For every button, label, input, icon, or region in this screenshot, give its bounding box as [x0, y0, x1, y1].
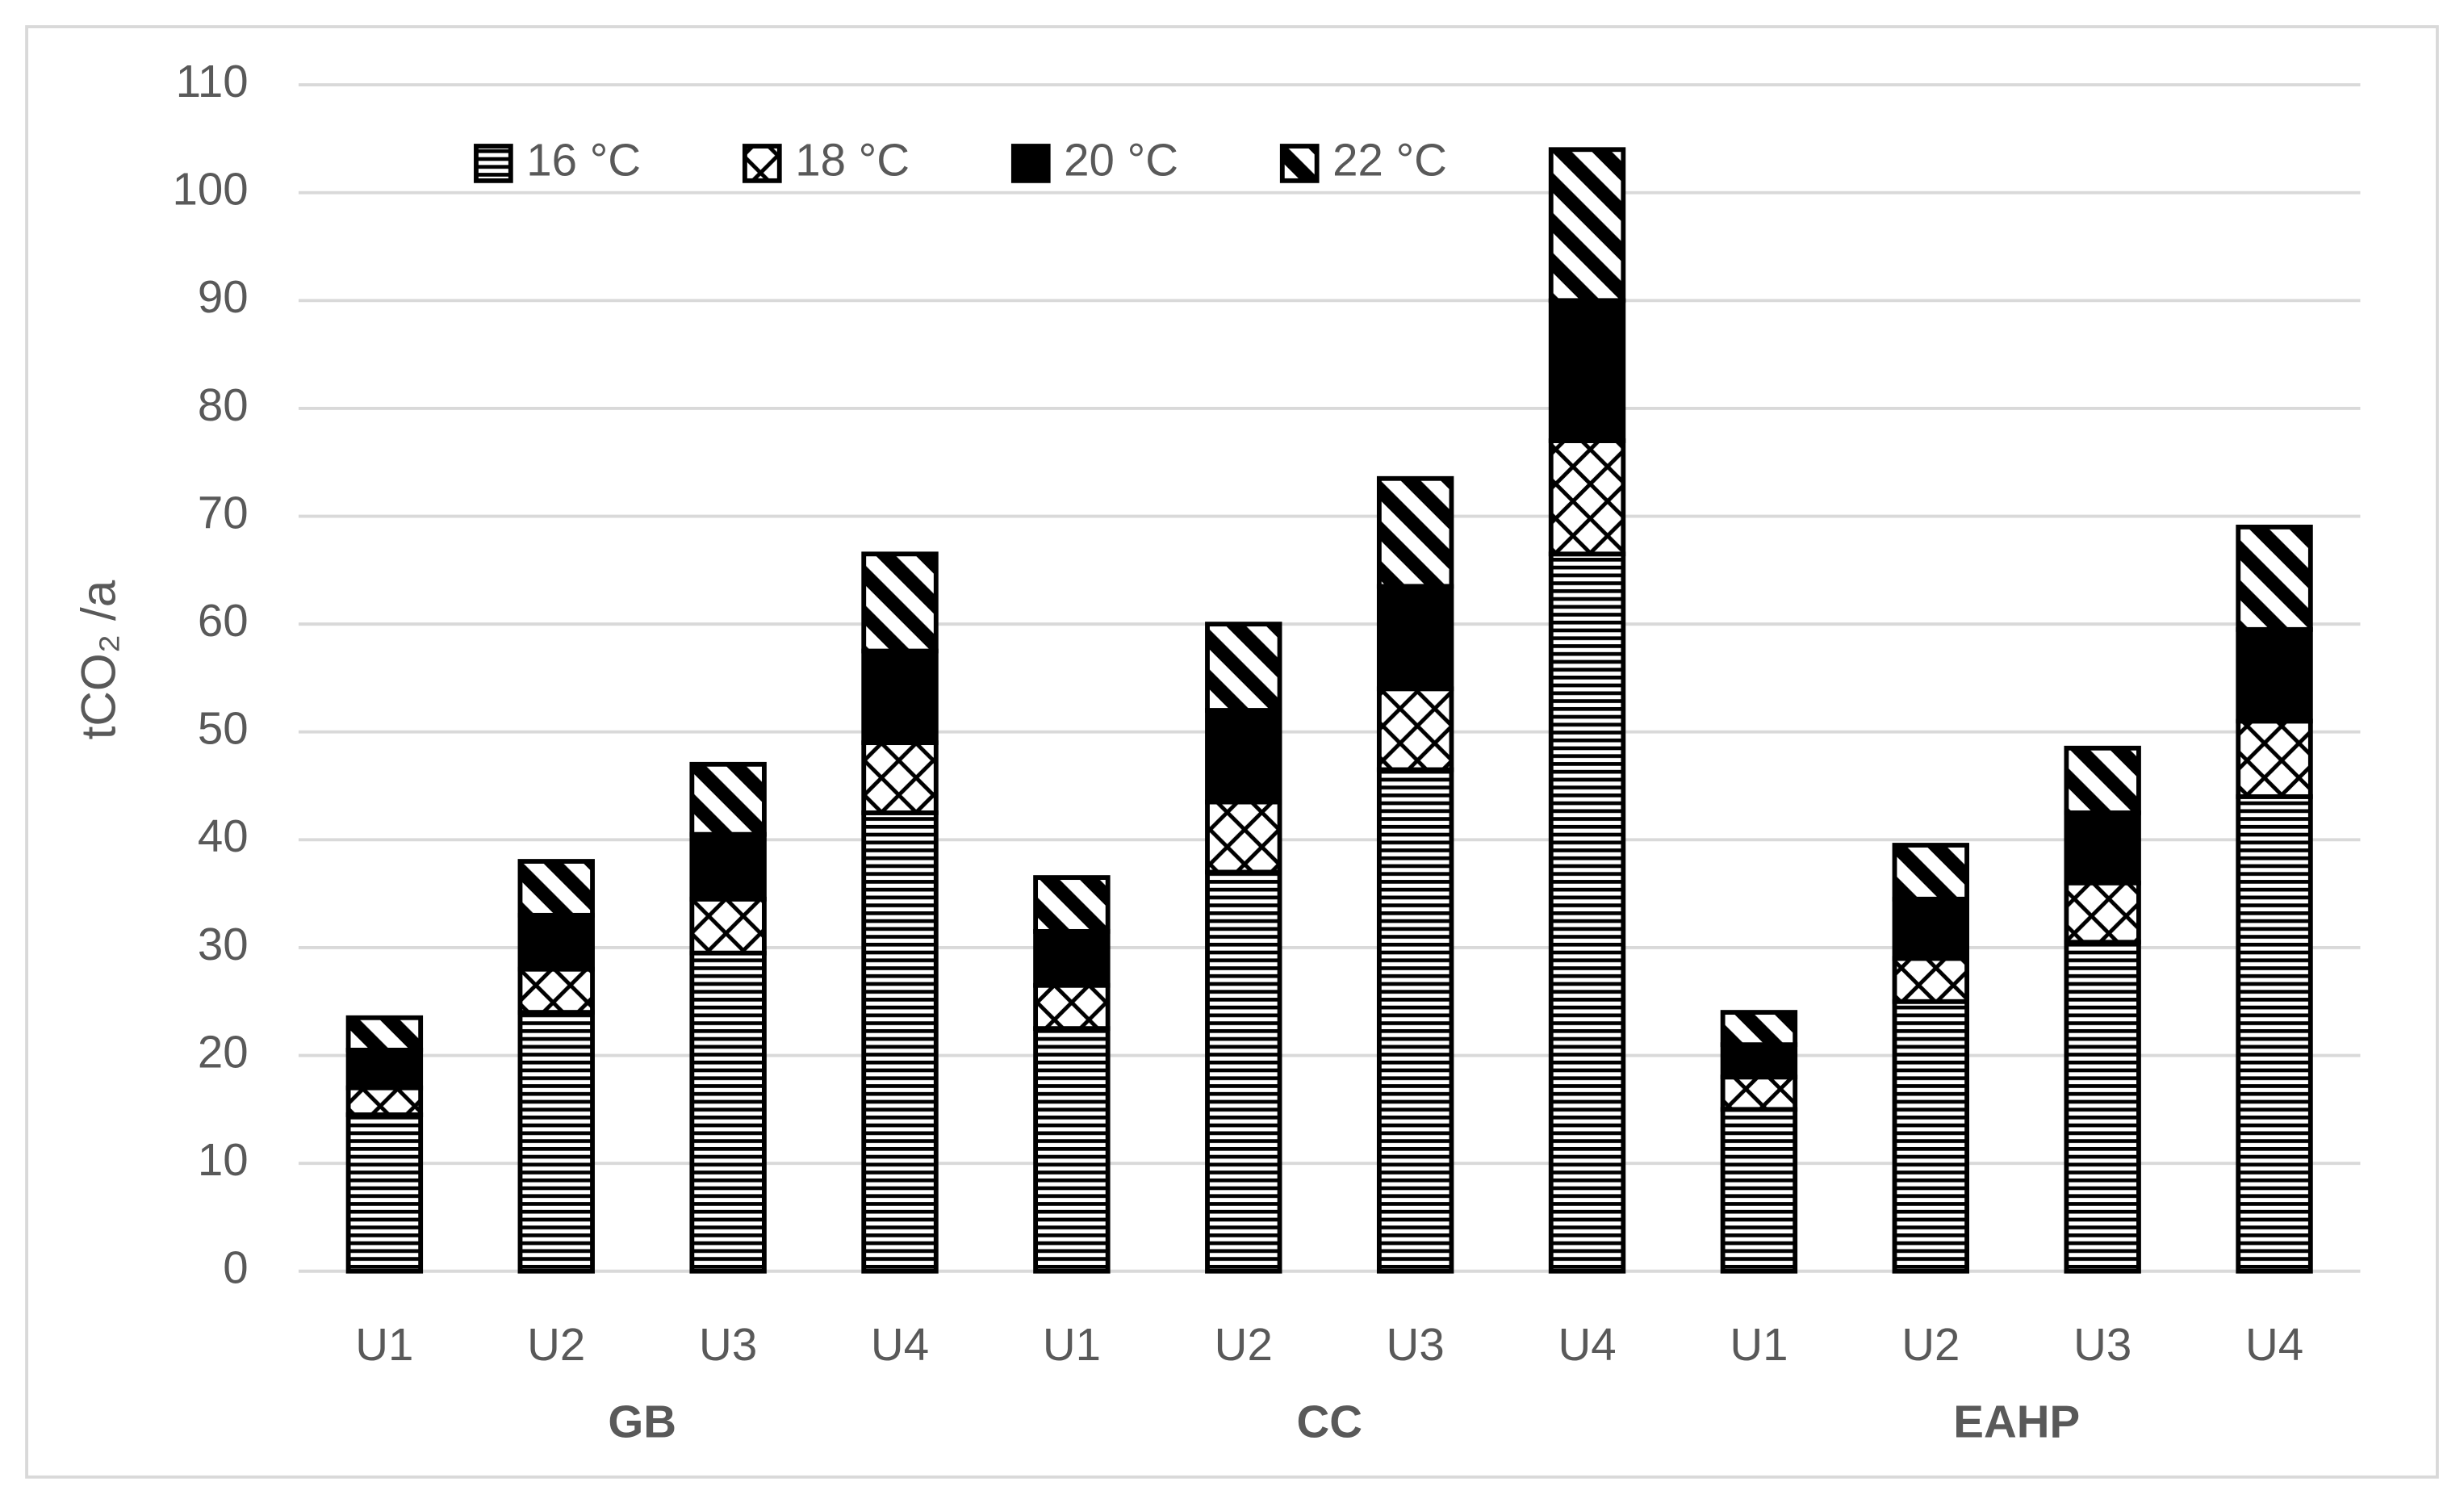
- bar-segment: [1892, 896, 1969, 961]
- bar-segment: [1376, 475, 1454, 589]
- y-tick-label: 70: [198, 487, 249, 538]
- bar-segment: [1720, 1042, 1798, 1080]
- bar-segment: [861, 551, 939, 654]
- bar-segment: [1033, 875, 1111, 934]
- x-tick-label: U1: [1730, 1319, 1788, 1370]
- bar-segment: [517, 859, 595, 918]
- legend-swatch: [1010, 144, 1051, 183]
- bar-segment: [1548, 438, 1626, 557]
- legend-label: 20 °C: [1064, 134, 1178, 185]
- bar-segment: [1720, 1107, 1798, 1274]
- bar-segment: [1892, 999, 1969, 1274]
- x-tick-label: U4: [871, 1319, 929, 1370]
- bar-segment: [689, 831, 767, 902]
- bar-segment: [345, 1015, 424, 1053]
- bar-segment: [345, 1085, 424, 1117]
- y-tick-label: 110: [176, 56, 249, 107]
- y-tick-label: 90: [198, 271, 249, 322]
- y-axis-label: tCO₂ /a: [70, 580, 125, 739]
- legend-label: 22 °C: [1332, 134, 1447, 185]
- y-tick-label: 20: [198, 1026, 249, 1077]
- x-tick-label: U3: [699, 1319, 757, 1370]
- x-tick-label: U4: [1558, 1319, 1616, 1370]
- bar-segment: [861, 810, 939, 1274]
- x-tick-label: U2: [1215, 1319, 1273, 1370]
- legend-swatch: [474, 144, 513, 183]
- bar-segment: [1892, 956, 1969, 1004]
- x-tick-label: U2: [527, 1319, 585, 1370]
- bar-segment: [1720, 1010, 1798, 1048]
- bar-segment: [2064, 810, 2141, 886]
- x-tick-label: U4: [2245, 1319, 2303, 1370]
- y-tick-label: 10: [198, 1134, 249, 1185]
- y-tick-label: 50: [198, 703, 249, 754]
- y-tick-label: 40: [198, 810, 249, 861]
- bar-segment: [1033, 982, 1111, 1032]
- bar-segment: [2236, 718, 2313, 799]
- bar-segment: [2064, 940, 2141, 1274]
- bar-segment: [861, 740, 939, 815]
- bar-segment: [689, 950, 767, 1274]
- y-tick-label: 100: [172, 164, 248, 215]
- bar-segment: [1205, 708, 1282, 805]
- bar-segment: [1205, 799, 1282, 875]
- y-tick-label: 60: [198, 595, 249, 646]
- bar-segment: [1376, 584, 1454, 692]
- y-tick-label: 0: [223, 1242, 248, 1293]
- bar-segment: [345, 1047, 424, 1091]
- bar-segment: [2236, 626, 2313, 724]
- bar-segment: [517, 912, 595, 972]
- bar-segment: [861, 648, 939, 746]
- legend-label: 18 °C: [795, 134, 910, 185]
- bar-segment: [1033, 1026, 1111, 1274]
- group-label: CC: [1296, 1396, 1362, 1447]
- bar-segment: [1376, 686, 1454, 773]
- bar-segment: [517, 966, 595, 1015]
- bar-segment: [689, 896, 767, 956]
- legend-swatch: [742, 144, 782, 183]
- legend-swatch: [1279, 144, 1320, 183]
- bar-segment: [689, 761, 767, 837]
- x-tick-label: U3: [2073, 1319, 2131, 1370]
- bar-segment: [1205, 622, 1282, 713]
- bar-segment: [2236, 524, 2313, 632]
- x-tick-label: U2: [1901, 1319, 1960, 1370]
- bar-segment: [2064, 880, 2141, 945]
- group-label: GB: [608, 1396, 676, 1447]
- y-tick-label: 30: [198, 919, 249, 969]
- legend-label: 16 °C: [526, 134, 641, 185]
- bar-segment: [2236, 793, 2313, 1274]
- group-label: EAHP: [1953, 1396, 2080, 1447]
- bar-segment: [1892, 843, 1969, 902]
- bar-segment: [1720, 1074, 1798, 1112]
- bar-segment: [1205, 869, 1282, 1274]
- bar-segment: [2064, 745, 2141, 815]
- bar-segment: [1548, 551, 1626, 1274]
- bar-segment: [1548, 298, 1626, 443]
- bar-segment: [1376, 767, 1454, 1274]
- x-tick-label: U1: [355, 1319, 413, 1370]
- bar-segment: [345, 1112, 424, 1274]
- x-tick-label: U3: [1387, 1319, 1445, 1370]
- x-tick-label: U1: [1043, 1319, 1101, 1370]
- y-tick-label: 80: [198, 379, 249, 430]
- bar-segment: [517, 1010, 595, 1274]
- bar-segment: [1548, 147, 1626, 304]
- bar-segment: [1033, 928, 1111, 988]
